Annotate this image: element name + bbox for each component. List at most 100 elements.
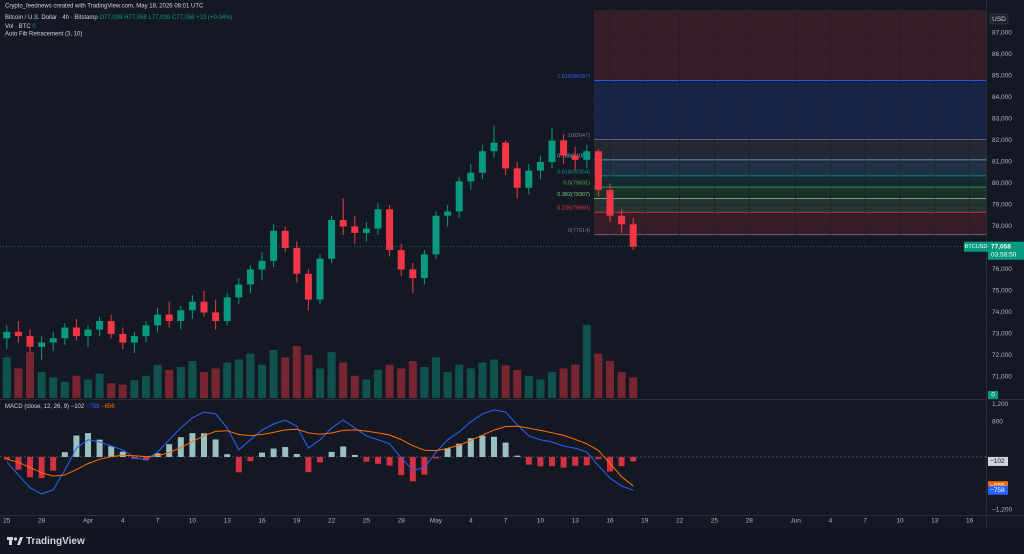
y-tick-label: 82,000 [992, 137, 1012, 144]
histogram-bar [618, 456, 625, 467]
candle-body [142, 325, 150, 337]
y-tick-label: 76,000 [992, 266, 1012, 273]
x-tick-label: May [430, 518, 443, 525]
candle-body [571, 155, 579, 160]
histogram-bar [73, 435, 80, 457]
candle-body [351, 226, 359, 233]
histogram-bar [630, 456, 637, 462]
volume-bar [443, 372, 452, 398]
candle-body [362, 228, 370, 233]
histogram-bar [433, 456, 439, 459]
histogram-bar [375, 456, 381, 464]
legend-symbol: Bitcoin / U.S. Dollar · 4h · Bitstamp O7… [5, 15, 233, 21]
histogram-bar [386, 456, 393, 466]
x-tick-label: 25 [3, 518, 11, 525]
candle-body [96, 321, 104, 330]
y-tick-label: 87,000 [992, 30, 1012, 37]
currency[interactable]: USD [992, 16, 1006, 23]
candle-body [223, 297, 231, 322]
candle-body [61, 327, 69, 339]
x-tick-label: 16 [606, 518, 614, 525]
y-tick-label: 73,000 [992, 331, 1012, 338]
histogram-bar [595, 456, 602, 460]
histogram-bar [224, 454, 231, 457]
candle-body [3, 331, 11, 339]
histogram-bar [270, 448, 277, 457]
y-tick-label: −1,200 [992, 506, 1012, 513]
candle-body [502, 142, 510, 169]
volume-badge-box [988, 391, 998, 399]
y-tick-label: 81,000 [992, 159, 1012, 166]
volume-bar [292, 346, 301, 398]
fib-zone [594, 187, 986, 199]
volume-bar [37, 372, 46, 398]
brand: TradingView [26, 536, 85, 547]
fib-zone [594, 139, 986, 160]
volume-bar [72, 375, 81, 398]
candle-body [200, 301, 208, 313]
volume-bar [200, 372, 208, 398]
histogram-bar [61, 452, 68, 457]
volume-bar [246, 353, 255, 398]
candle-body [130, 336, 138, 343]
volume-bar [269, 349, 278, 398]
y-tick-label: 86,000 [992, 51, 1012, 58]
x-tick-label: 10 [896, 518, 904, 525]
volume-bar [223, 362, 232, 398]
histogram-bar [479, 435, 486, 457]
y-tick-label: 84,000 [992, 94, 1012, 101]
volume-bar [524, 375, 533, 398]
candle-body [560, 140, 568, 156]
histogram-bar [583, 456, 590, 466]
y-tick-label: 79,000 [992, 202, 1012, 209]
candle-body [583, 151, 591, 160]
volume-bar [107, 383, 116, 398]
histogram-bar [491, 436, 497, 457]
brand-logo [7, 537, 23, 545]
candle-body [212, 312, 220, 322]
currency-box[interactable] [989, 13, 1009, 25]
symbol: Bitcoin / U.S. Dollar · 4h · Bitstamp [5, 15, 98, 21]
histogram-bar [363, 456, 370, 462]
volume-bar [397, 368, 406, 398]
volume-bar [362, 379, 371, 398]
macd-badge-box [988, 481, 1008, 491]
legend-indicator: Auto Fib Retracement (3, 10) [5, 32, 82, 38]
y-tick-label: 83,000 [992, 116, 1012, 123]
candle-body [490, 142, 498, 152]
histogram-bar [409, 456, 416, 482]
volume-bar [281, 357, 290, 398]
x-tick-label: 19 [293, 518, 301, 525]
histogram-bar [119, 451, 126, 457]
histogram-bar [305, 456, 312, 473]
volume-bar [513, 369, 522, 398]
volume-bar [176, 366, 185, 398]
candle-body [618, 215, 626, 225]
histogram-bar [549, 456, 555, 467]
candle-body [154, 314, 162, 326]
histogram-bar [351, 454, 358, 457]
candle-body [444, 211, 452, 216]
histogram-bar [572, 456, 579, 466]
volume-badge: 0 [991, 392, 995, 399]
volume-bar [629, 377, 638, 398]
volume-bar [188, 361, 197, 398]
volume-bar [95, 373, 104, 398]
macd-value: −758 [86, 404, 100, 410]
histogram-bar [108, 446, 115, 457]
histogram-bar [189, 433, 196, 457]
histogram-bar [560, 456, 567, 468]
histogram-bar [328, 451, 335, 457]
fib-label: 0.236(78660) [557, 206, 590, 212]
candle-body [629, 224, 637, 247]
x-tick-label: 25 [363, 518, 371, 525]
volume-bar [594, 353, 603, 398]
y-tick-label: 74,000 [992, 309, 1012, 316]
volume-bar [130, 380, 139, 398]
x-tick-label: 7 [863, 518, 867, 525]
fib-label: 1.618(84787) [557, 74, 590, 80]
histogram-bar [247, 456, 254, 462]
x-tick-label: 4 [121, 518, 125, 525]
histogram-bar [525, 456, 532, 465]
